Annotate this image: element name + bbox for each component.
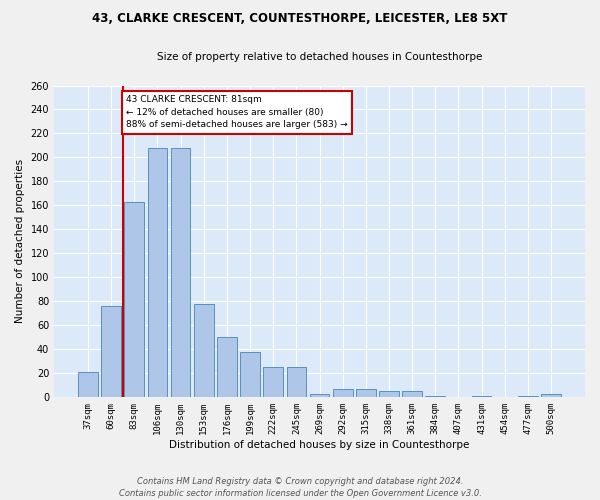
Bar — [425, 396, 445, 398]
Bar — [240, 352, 260, 398]
Bar — [148, 148, 167, 398]
Bar — [287, 368, 306, 398]
Bar — [101, 306, 121, 398]
X-axis label: Distribution of detached houses by size in Countesthorpe: Distribution of detached houses by size … — [169, 440, 470, 450]
Bar — [518, 396, 538, 398]
Title: Size of property relative to detached houses in Countesthorpe: Size of property relative to detached ho… — [157, 52, 482, 62]
Text: Contains HM Land Registry data © Crown copyright and database right 2024.
Contai: Contains HM Land Registry data © Crown c… — [119, 476, 481, 498]
Bar — [194, 304, 214, 398]
Bar — [78, 372, 98, 398]
Bar — [263, 368, 283, 398]
Bar — [541, 394, 561, 398]
Text: 43, CLARKE CRESCENT, COUNTESTHORPE, LEICESTER, LE8 5XT: 43, CLARKE CRESCENT, COUNTESTHORPE, LEIC… — [92, 12, 508, 26]
Bar — [171, 148, 190, 398]
Bar — [402, 392, 422, 398]
Text: 43 CLARKE CRESCENT: 81sqm
← 12% of detached houses are smaller (80)
88% of semi-: 43 CLARKE CRESCENT: 81sqm ← 12% of detac… — [126, 95, 348, 129]
Bar — [379, 392, 399, 398]
Bar — [472, 396, 491, 398]
Y-axis label: Number of detached properties: Number of detached properties — [15, 160, 25, 324]
Bar — [356, 389, 376, 398]
Bar — [333, 389, 353, 398]
Bar — [124, 202, 144, 398]
Bar — [217, 338, 237, 398]
Bar — [310, 394, 329, 398]
